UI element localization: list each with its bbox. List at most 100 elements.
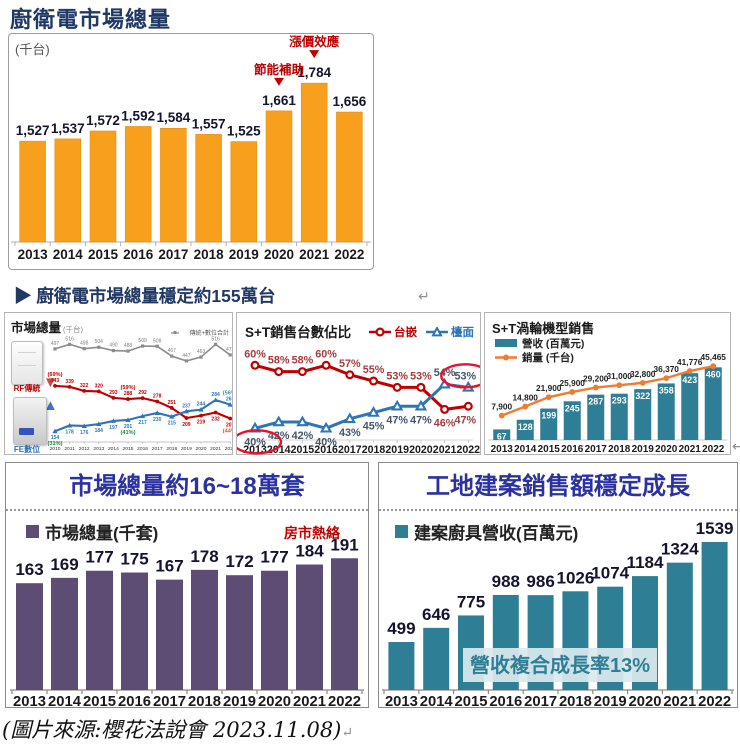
bar-value-label: 1,592 [121, 108, 155, 123]
point-label: 244 [197, 402, 206, 408]
turbo-chart-title: S+T渦輪機型銷售 [492, 321, 595, 336]
purple-square-swatch-icon [26, 525, 39, 538]
pct-label: 53% [410, 370, 432, 382]
pct-label: 53% [386, 370, 408, 382]
bar [261, 570, 288, 690]
year-label: 2014 [267, 444, 291, 456]
bar-value-label: 163 [15, 560, 43, 579]
section-header: ▶ 廚衛電市場總量穩定約155萬台 [14, 286, 276, 306]
pct-annotation: (56%) [223, 391, 232, 397]
year-label: 2019 [229, 247, 259, 262]
year-label: 2018 [362, 444, 386, 456]
line-value-label: 36,370 [654, 364, 680, 374]
series-line [254, 382, 469, 430]
line-value-label: 29,200 [583, 374, 609, 384]
point-label: 508 [153, 338, 162, 344]
year-label: 2018 [559, 694, 592, 707]
fe-heater-label: FE數位 [13, 445, 41, 454]
bar [230, 141, 258, 243]
point-label: 292 [138, 390, 147, 396]
year-label: 2016 [561, 444, 584, 455]
bar-value-label: 293 [612, 396, 627, 406]
year-label: 2021 [433, 444, 457, 456]
year-label: 2021 [293, 694, 326, 707]
point-label: 237 [182, 403, 191, 409]
year-label: 2021 [679, 444, 702, 455]
point-label: 509 [138, 338, 147, 344]
year-label: 2014 [48, 694, 82, 707]
blue-triangle-line-icon [426, 327, 448, 337]
bar [493, 429, 511, 440]
year-label: 2018 [194, 247, 225, 262]
year-label: 2022 [334, 247, 364, 262]
year-label: 2014 [420, 694, 454, 707]
point-label: 504 [95, 339, 104, 345]
year-label: 2017 [152, 446, 163, 452]
year-label: 2017 [153, 694, 186, 707]
point-label: 232 [211, 417, 220, 423]
point-label: 265 [226, 397, 232, 403]
share-chart-title: S+T銷售台數佔比 [245, 325, 352, 340]
year-label: 2013 [18, 247, 49, 262]
bar [516, 419, 534, 440]
bar-value-label: 1,584 [157, 110, 191, 125]
bar-value-label: 460 [706, 369, 721, 379]
construction-revenue-chart-panel: 工地建案銷售額穩定成長 建案廚具營收(百萬元) 499 2013 646 2014 77… [378, 462, 738, 708]
bar [226, 575, 253, 690]
point-label: 467 [168, 348, 177, 354]
bar [121, 572, 148, 690]
bar [51, 577, 78, 690]
paragraph-return-mark: ↵ [732, 438, 740, 454]
point-label: 447 [182, 353, 191, 359]
year-label: 2015 [455, 694, 488, 707]
bar [156, 579, 183, 690]
year-label: 2020 [258, 694, 291, 707]
line-value-label: 25,900 [560, 378, 586, 388]
pct-annotation: (59%) [121, 385, 136, 391]
bar [89, 130, 117, 243]
point-label: 498 [80, 341, 89, 347]
bar-value-label: 67 [497, 431, 507, 441]
point-label: 516 [65, 336, 74, 342]
bar-value-label: 177 [260, 548, 288, 567]
year-label: 2013 [13, 694, 46, 707]
market-chart-title-text: 市場總量 [11, 321, 62, 335]
fe-water-heater-image [13, 397, 47, 445]
turbo-chart-legend: 營收 (百萬元) 銷量 (千台) [495, 336, 584, 364]
bar [124, 126, 152, 243]
bar [681, 373, 699, 440]
year-label: 2022 [698, 694, 731, 707]
bar-value-label: 1026 [556, 568, 594, 587]
year-label: 2016 [118, 694, 151, 707]
red-circle-line-icon [369, 327, 391, 337]
legend-label-built-in: 台嵌 [394, 327, 417, 339]
legend-item-revenue: 營收 (百萬元) [495, 336, 584, 350]
year-label: 2018 [166, 446, 177, 452]
teal-square-swatch-icon [395, 525, 408, 538]
rf-heater-label: RF傳統 [13, 384, 41, 393]
year-label: 2022 [225, 446, 232, 452]
bar-value-label: 986 [526, 572, 554, 591]
top-chart-panel: (千台) 1,527 2013 1,537 2014 1,572 2015 1,592 201… [8, 33, 374, 270]
bar [19, 140, 46, 243]
point-label: 251 [168, 400, 177, 406]
bar-value-label: 128 [518, 422, 533, 432]
point-label: 288 [124, 391, 133, 397]
point-label: 320 [95, 383, 104, 389]
bar-value-label: 287 [588, 397, 603, 407]
year-label: 2014 [514, 444, 537, 455]
bar [634, 389, 652, 440]
annotation-text: 漲價效應 [289, 34, 340, 49]
bar-value-label: 245 [565, 403, 580, 413]
bar [160, 127, 187, 243]
year-label: 2017 [338, 444, 362, 456]
point-label: 516 [211, 336, 220, 342]
year-label: 2020 [196, 446, 207, 452]
point-label: 339 [65, 379, 74, 385]
source-note-text: (圖片來源:櫻花法說會 2023.11.08) [2, 718, 342, 742]
point-label: 343 [51, 378, 60, 384]
year-label: 2017 [524, 694, 557, 707]
year-label: 2016 [489, 694, 522, 707]
line-value-label: 31,000 [607, 371, 633, 381]
cagr-overlay-band [463, 648, 657, 682]
